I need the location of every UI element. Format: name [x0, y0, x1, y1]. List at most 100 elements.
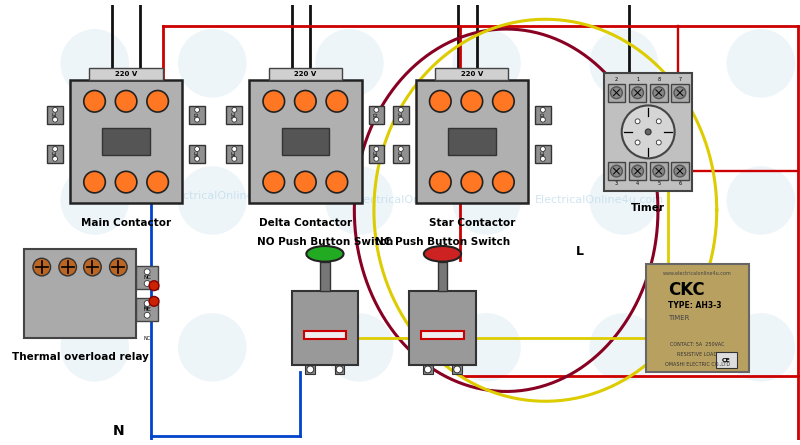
Circle shape — [33, 258, 50, 276]
Bar — [320, 262, 330, 291]
Ellipse shape — [424, 246, 461, 262]
Bar — [70, 81, 182, 203]
Circle shape — [610, 165, 622, 177]
Circle shape — [726, 166, 795, 235]
Circle shape — [590, 166, 658, 235]
Text: Delta Contactor: Delta Contactor — [258, 218, 352, 227]
Bar — [47, 145, 63, 163]
Circle shape — [110, 258, 127, 276]
Circle shape — [452, 29, 521, 97]
Ellipse shape — [306, 246, 343, 262]
Circle shape — [653, 87, 665, 99]
Bar — [393, 145, 409, 163]
Circle shape — [232, 146, 237, 151]
Text: 1: 1 — [636, 77, 639, 82]
Bar — [226, 106, 242, 124]
Bar — [136, 298, 158, 321]
Circle shape — [53, 156, 58, 161]
Bar — [304, 332, 346, 339]
Bar — [650, 84, 667, 101]
Text: TYPE: AH3-3: TYPE: AH3-3 — [668, 301, 722, 310]
Circle shape — [635, 140, 640, 145]
Text: CONTACT: 5A  250VAC: CONTACT: 5A 250VAC — [670, 342, 724, 347]
Circle shape — [84, 90, 106, 112]
Bar — [438, 262, 447, 291]
Circle shape — [194, 156, 199, 161]
Text: 5: 5 — [657, 181, 660, 186]
Circle shape — [635, 119, 640, 124]
Circle shape — [374, 146, 379, 151]
Circle shape — [84, 171, 106, 193]
Text: www.electricalonline4u.com: www.electricalonline4u.com — [662, 271, 731, 276]
Circle shape — [493, 90, 514, 112]
Circle shape — [326, 171, 348, 193]
Text: 220 V: 220 V — [461, 71, 483, 77]
Text: N: N — [113, 424, 124, 437]
Circle shape — [454, 366, 461, 373]
Text: TIMER: TIMER — [668, 315, 690, 321]
Circle shape — [53, 107, 58, 112]
Bar — [423, 364, 433, 374]
Circle shape — [232, 156, 237, 161]
Text: 3: 3 — [615, 181, 618, 186]
Circle shape — [674, 87, 686, 99]
Bar — [452, 364, 462, 374]
Bar — [47, 106, 63, 124]
Circle shape — [726, 29, 795, 97]
Circle shape — [590, 313, 658, 382]
Text: NO Push Button Switch: NO Push Button Switch — [257, 237, 393, 247]
Circle shape — [374, 107, 379, 112]
Text: CKC: CKC — [668, 281, 705, 299]
Circle shape — [430, 90, 451, 112]
Circle shape — [430, 171, 451, 193]
Text: NC: NC — [232, 111, 237, 118]
Text: ElectricalOnline4u.com: ElectricalOnline4u.com — [354, 195, 482, 206]
Circle shape — [398, 117, 403, 122]
Bar — [629, 84, 646, 101]
Circle shape — [461, 90, 482, 112]
Circle shape — [326, 90, 348, 112]
Bar — [535, 145, 550, 163]
Bar — [190, 145, 205, 163]
Circle shape — [115, 90, 137, 112]
Circle shape — [653, 165, 665, 177]
Bar — [608, 162, 626, 180]
Circle shape — [178, 166, 246, 235]
Bar — [102, 128, 150, 155]
Text: NC: NC — [53, 150, 58, 158]
Circle shape — [144, 281, 150, 287]
Text: Main Contactor: Main Contactor — [81, 218, 171, 227]
Circle shape — [84, 258, 102, 276]
Bar — [334, 364, 345, 374]
Circle shape — [610, 87, 622, 99]
Bar — [282, 128, 329, 155]
Bar — [24, 250, 136, 338]
Circle shape — [144, 269, 150, 275]
Circle shape — [452, 313, 521, 382]
Circle shape — [194, 117, 199, 122]
Circle shape — [232, 107, 237, 112]
Bar — [415, 81, 528, 203]
Circle shape — [149, 296, 159, 306]
Bar — [629, 162, 646, 180]
Circle shape — [461, 171, 482, 193]
Circle shape — [263, 90, 285, 112]
Bar — [226, 145, 242, 163]
Circle shape — [590, 29, 658, 97]
Circle shape — [374, 156, 379, 161]
Circle shape — [263, 171, 285, 193]
Circle shape — [194, 146, 199, 151]
Circle shape — [336, 366, 343, 373]
Circle shape — [541, 146, 546, 151]
Text: NC: NC — [143, 275, 151, 280]
Bar — [435, 68, 509, 81]
Text: OMASHI ELECTRIC CO.,LTD: OMASHI ELECTRIC CO.,LTD — [665, 361, 730, 367]
Circle shape — [144, 300, 150, 307]
Circle shape — [61, 166, 129, 235]
Circle shape — [622, 105, 674, 158]
Text: 220 V: 220 V — [115, 71, 138, 77]
Text: 4: 4 — [636, 181, 639, 186]
Bar — [190, 106, 205, 124]
Bar — [393, 106, 409, 124]
Text: NC: NC — [232, 150, 237, 158]
